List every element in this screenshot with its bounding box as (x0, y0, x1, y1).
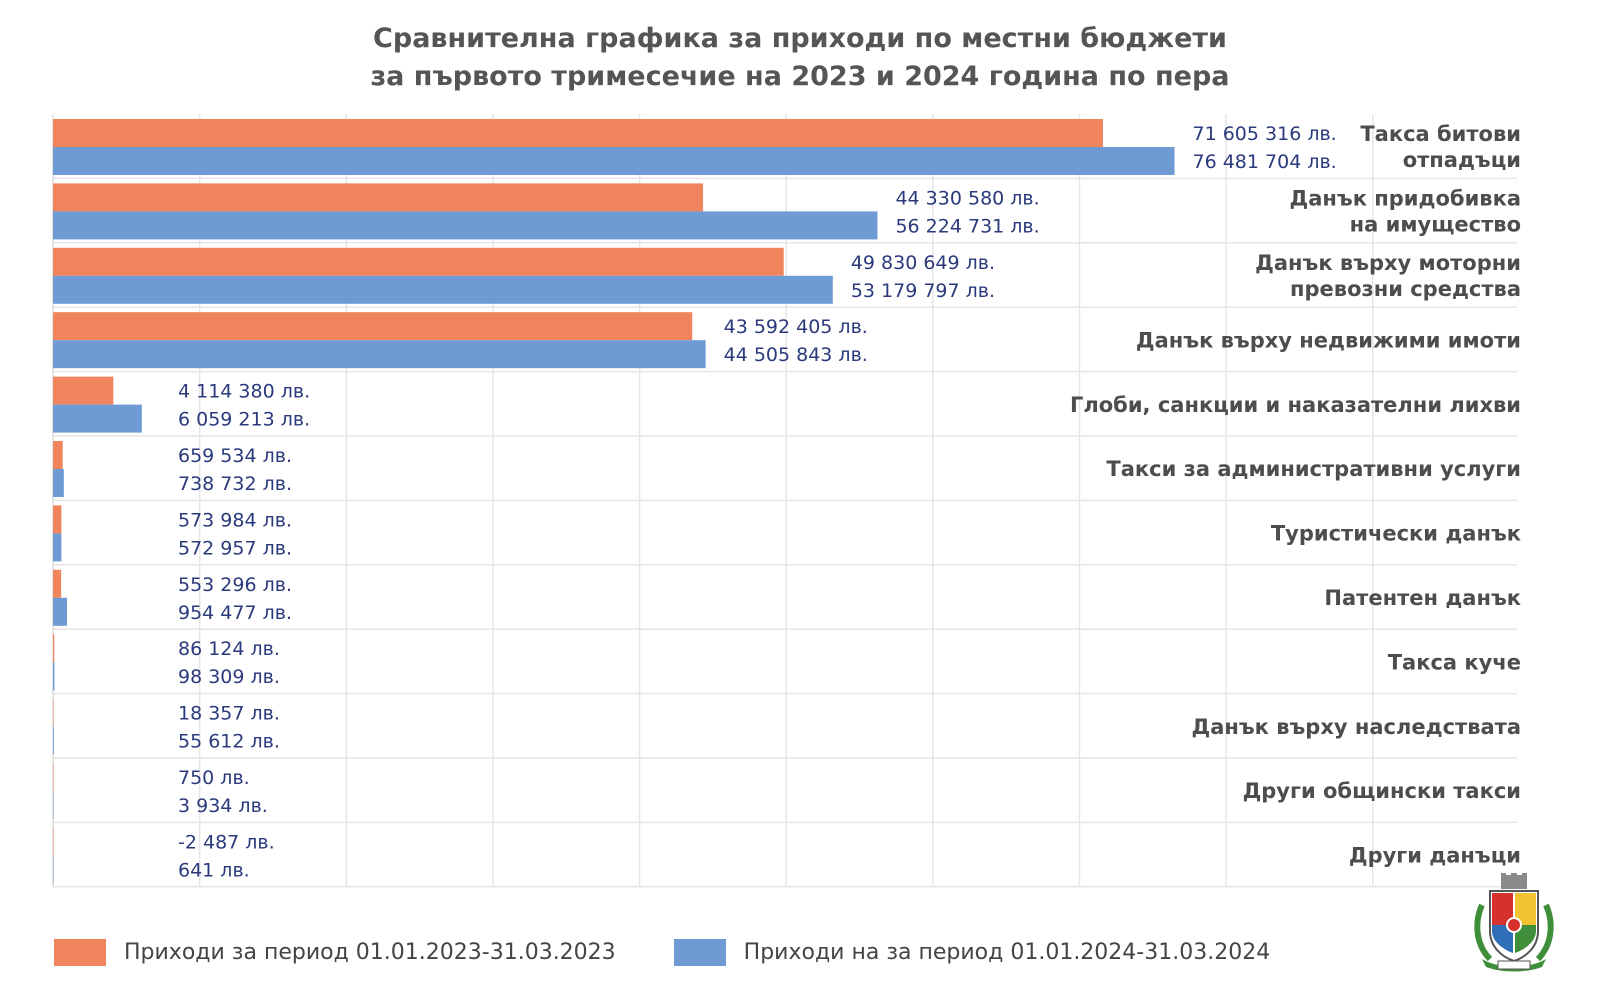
data-label: 573 984 лв. (178, 509, 292, 531)
category-label: Такси за административни услуги (1106, 457, 1521, 481)
chart-title-line-2: за първото тримесечие на 2023 и 2024 год… (370, 61, 1230, 92)
category-label: отпадъци (1403, 148, 1521, 172)
data-label: 56 224 731 лв. (895, 215, 1039, 237)
category-label: Други общински такси (1243, 779, 1521, 803)
data-label: 43 592 405 лв. (724, 316, 868, 338)
legend-swatch-2024 (673, 938, 726, 966)
bar (53, 597, 67, 626)
category-label: на имущество (1350, 213, 1521, 237)
category-label: Туристически данък (1271, 522, 1521, 546)
bar (53, 312, 693, 341)
data-label: 4 114 380 лв. (178, 381, 310, 403)
chart-title: Сравнителна графика за приходи по местни… (0, 20, 1600, 96)
data-label: 750 лв. (178, 767, 250, 789)
category-label: Данък върху моторни (1255, 251, 1521, 275)
bar (53, 275, 833, 304)
category-label: Данък върху наследствата (1191, 715, 1521, 739)
legend-swatch-2023 (54, 938, 106, 966)
data-label: 18 357 лв. (178, 703, 280, 725)
data-label: 49 830 649 лв. (851, 252, 995, 274)
data-label: 6 059 213 лв. (178, 409, 310, 431)
category-label: Такса битови (1360, 122, 1521, 146)
bar (53, 533, 62, 562)
bar (53, 569, 62, 598)
data-label: 44 505 843 лв. (724, 344, 868, 366)
chart-title-line-1: Сравнителна графика за приходи по местни… (373, 23, 1227, 54)
data-label: 71 605 316 лв. (1193, 123, 1337, 145)
bar (53, 698, 54, 727)
bar (53, 505, 62, 534)
bar (53, 247, 784, 276)
sofia-municipality-coat-of-arms-icon (1474, 873, 1554, 972)
data-label: 44 330 580 лв. (895, 187, 1039, 209)
bar (52, 827, 54, 856)
data-label: 86 124 лв. (178, 638, 280, 660)
data-label: 738 732 лв. (178, 473, 292, 495)
bar (53, 147, 1175, 175)
bar (53, 634, 55, 663)
category-label: превозни средства (1290, 277, 1521, 301)
legend-label-2023: Приходи за период 01.01.2023-31.03.2023 (124, 939, 616, 965)
data-label: 572 957 лв. (178, 537, 292, 559)
bar (53, 791, 54, 819)
bar (53, 726, 54, 755)
bar (53, 441, 63, 469)
category-label: Други данъци (1349, 844, 1521, 868)
legend-item-2024: Приходи на за период 01.01.2024-31.03.20… (673, 938, 1271, 966)
bar (53, 404, 142, 433)
bar (53, 469, 64, 497)
category-label: Данък върху недвижими имоти (1136, 328, 1521, 352)
data-label: 53 179 797 лв. (851, 280, 995, 302)
bar (53, 763, 54, 791)
legend: Приходи за период 01.01.2023-31.03.2023 … (54, 932, 1328, 972)
category-label: Патентен данък (1324, 586, 1521, 610)
legend-item-2023: Приходи за период 01.01.2023-31.03.2023 (54, 938, 616, 966)
data-label: 55 612 лв. (178, 731, 280, 753)
data-label: 954 477 лв. (178, 602, 292, 624)
data-label: 3 934 лв. (178, 795, 268, 817)
bar (53, 183, 704, 212)
bar (53, 376, 114, 405)
bar (53, 119, 1103, 147)
bar (53, 662, 55, 691)
data-label: 553 296 лв. (178, 574, 292, 596)
category-label: Данък придобивка (1290, 187, 1521, 211)
data-label: 76 481 704 лв. (1193, 151, 1337, 173)
category-label: Глоби, санкции и наказателни лихви (1070, 393, 1521, 417)
bar (53, 211, 878, 240)
data-label: 659 534 лв. (178, 445, 292, 467)
data-label: 98 309 лв. (178, 666, 280, 688)
data-label: 641 лв. (178, 859, 250, 881)
bar (53, 340, 706, 369)
category-label: Такса куче (1388, 650, 1521, 674)
bar (53, 855, 54, 884)
legend-label-2024: Приходи на за период 01.01.2024-31.03.20… (743, 939, 1271, 965)
data-label: -2 487 лв. (178, 831, 275, 853)
